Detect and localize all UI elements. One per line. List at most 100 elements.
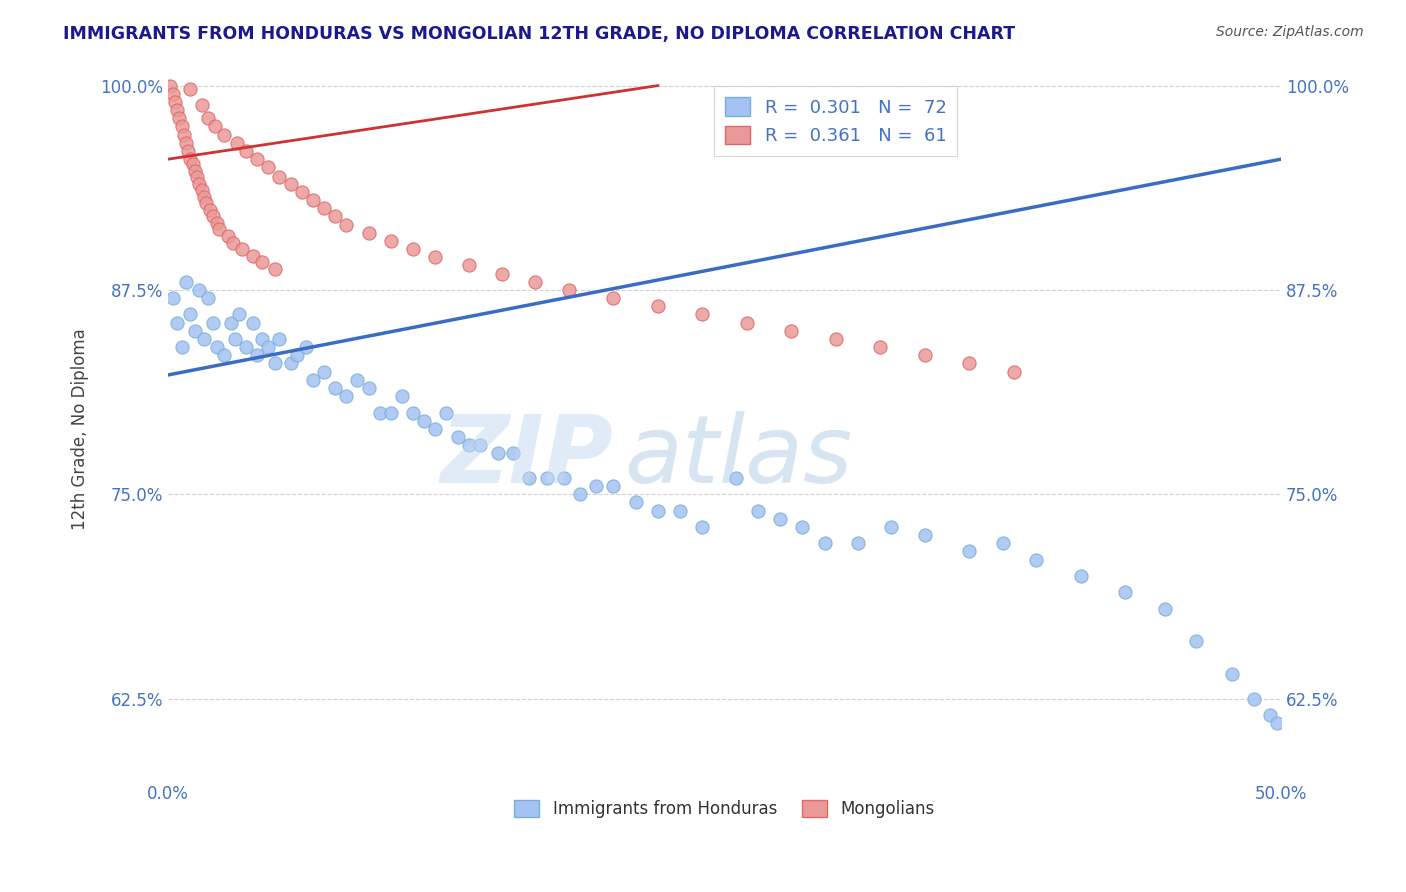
Point xyxy=(769,512,792,526)
Point xyxy=(780,324,803,338)
Point xyxy=(285,348,308,362)
Point xyxy=(295,340,318,354)
Point xyxy=(169,112,191,126)
Point xyxy=(246,348,269,362)
Point xyxy=(1258,707,1281,722)
Point xyxy=(624,495,647,509)
Point xyxy=(558,283,581,297)
Point xyxy=(205,216,228,230)
Point xyxy=(204,120,226,134)
Point xyxy=(391,389,413,403)
Point xyxy=(179,152,201,166)
Point xyxy=(170,340,193,354)
Point xyxy=(457,259,479,273)
Point xyxy=(257,340,280,354)
Point xyxy=(269,170,291,185)
Point xyxy=(195,196,218,211)
Point xyxy=(357,226,380,240)
Point xyxy=(446,430,468,444)
Point xyxy=(434,405,457,419)
Point xyxy=(468,438,491,452)
Point xyxy=(217,229,239,244)
Point xyxy=(692,308,714,322)
Point xyxy=(814,536,837,550)
Point xyxy=(524,275,547,289)
Point xyxy=(491,267,513,281)
Point xyxy=(222,235,245,250)
Point xyxy=(1114,585,1136,599)
Point xyxy=(724,471,747,485)
Point xyxy=(179,82,201,96)
Point xyxy=(166,103,188,117)
Point xyxy=(205,340,228,354)
Point xyxy=(413,414,436,428)
Point xyxy=(250,255,273,269)
Point xyxy=(957,544,980,558)
Point xyxy=(747,503,769,517)
Point xyxy=(291,185,314,199)
Point xyxy=(380,405,402,419)
Point xyxy=(174,136,197,150)
Point xyxy=(1220,667,1243,681)
Point xyxy=(991,536,1014,550)
Point xyxy=(181,157,204,171)
Text: IMMIGRANTS FROM HONDURAS VS MONGOLIAN 12TH GRADE, NO DIPLOMA CORRELATION CHART: IMMIGRANTS FROM HONDURAS VS MONGOLIAN 12… xyxy=(63,25,1015,43)
Point xyxy=(242,249,264,263)
Point xyxy=(190,98,212,112)
Point xyxy=(186,170,208,185)
Point xyxy=(179,308,201,322)
Point xyxy=(1025,552,1047,566)
Point xyxy=(264,261,287,276)
Point xyxy=(869,340,891,354)
Point xyxy=(226,136,249,150)
Point xyxy=(177,144,200,158)
Point xyxy=(159,78,181,93)
Point xyxy=(669,503,692,517)
Point xyxy=(212,348,235,362)
Point xyxy=(735,316,758,330)
Point xyxy=(200,202,222,217)
Point xyxy=(335,389,357,403)
Point xyxy=(585,479,607,493)
Point xyxy=(357,381,380,395)
Point xyxy=(914,528,936,542)
Point xyxy=(323,210,346,224)
Point xyxy=(188,283,211,297)
Text: ZIP: ZIP xyxy=(440,411,613,503)
Point xyxy=(502,446,524,460)
Point xyxy=(425,422,447,436)
Legend: Immigrants from Honduras, Mongolians: Immigrants from Honduras, Mongolians xyxy=(508,793,942,825)
Point xyxy=(257,161,280,175)
Y-axis label: 12th Grade, No Diploma: 12th Grade, No Diploma xyxy=(72,328,89,530)
Point xyxy=(914,348,936,362)
Point xyxy=(235,340,257,354)
Point xyxy=(1154,601,1177,615)
Point xyxy=(1185,634,1208,648)
Point xyxy=(174,275,197,289)
Point xyxy=(235,144,257,158)
Point xyxy=(170,120,193,134)
Point xyxy=(163,95,186,109)
Point xyxy=(457,438,479,452)
Point xyxy=(425,250,447,264)
Point xyxy=(162,291,184,305)
Point xyxy=(380,234,402,248)
Point xyxy=(201,210,224,224)
Text: Source: ZipAtlas.com: Source: ZipAtlas.com xyxy=(1216,25,1364,39)
Point xyxy=(880,520,903,534)
Point xyxy=(517,471,540,485)
Point xyxy=(692,520,714,534)
Point xyxy=(219,316,242,330)
Point xyxy=(602,291,624,305)
Point xyxy=(173,128,195,142)
Point xyxy=(402,405,425,419)
Point xyxy=(957,356,980,370)
Point xyxy=(201,316,224,330)
Text: atlas: atlas xyxy=(624,411,852,502)
Point xyxy=(1243,691,1265,706)
Point xyxy=(302,193,325,207)
Point xyxy=(824,332,846,346)
Point xyxy=(568,487,591,501)
Point xyxy=(212,128,235,142)
Point xyxy=(402,242,425,256)
